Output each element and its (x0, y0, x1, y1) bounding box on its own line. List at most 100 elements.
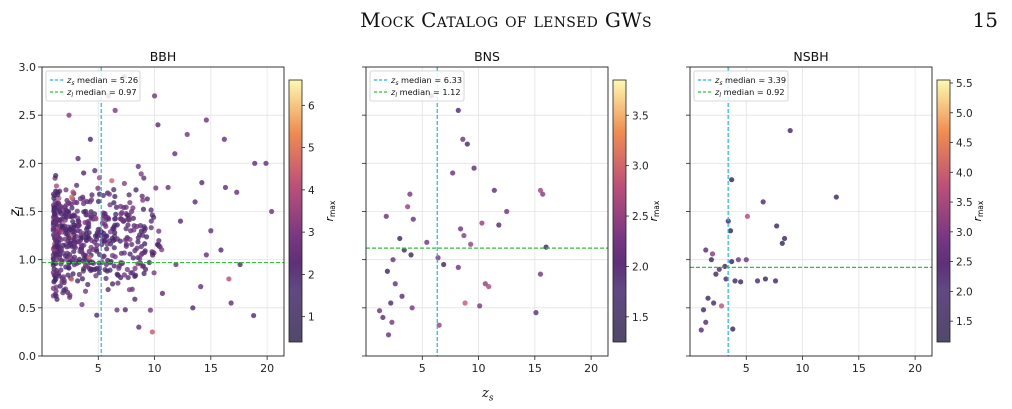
legend-box (45, 70, 141, 102)
data-point (708, 257, 714, 263)
data-point (126, 287, 133, 293)
data-point (744, 213, 751, 219)
data-point (70, 189, 76, 195)
data-point (72, 245, 78, 251)
data-point (88, 197, 95, 203)
data-point (54, 267, 60, 274)
data-point (125, 274, 131, 281)
legend-box (369, 70, 465, 102)
data-point (109, 252, 116, 259)
data-point (106, 216, 112, 222)
data-point (716, 266, 722, 272)
data-point (149, 329, 155, 335)
data-point (384, 268, 390, 274)
data-point (114, 307, 120, 313)
data-point (62, 226, 68, 232)
y-tick-label: 2.0 (19, 157, 37, 170)
data-point (727, 228, 734, 234)
data-point (81, 209, 87, 215)
data-point (63, 264, 69, 270)
data-point (143, 234, 150, 240)
data-point (121, 272, 127, 278)
points-layer (376, 93, 549, 338)
colorbar-tick-label: 5.0 (956, 108, 973, 120)
data-point (75, 278, 81, 284)
data-point (774, 223, 780, 229)
colorbar-tick-label: 3.0 (632, 161, 649, 173)
data-point (112, 229, 118, 236)
data-point (127, 251, 133, 257)
colorbar-tick-label: 1 (308, 312, 315, 324)
data-point (151, 270, 157, 276)
data-point (148, 225, 154, 231)
data-point (107, 202, 113, 208)
data-point (67, 292, 73, 298)
data-point (730, 326, 736, 332)
x-tick-label: 15 (852, 362, 866, 375)
data-point (399, 293, 405, 299)
data-point (184, 131, 190, 138)
data-point (155, 122, 161, 128)
data-point (141, 270, 147, 277)
data-point (159, 290, 166, 296)
data-point (533, 310, 539, 316)
data-point (53, 276, 59, 282)
data-point (703, 247, 709, 253)
data-point (112, 216, 119, 222)
data-point (104, 246, 110, 252)
colorbar-tick-label: 3.5 (956, 197, 973, 209)
data-point (743, 257, 749, 263)
data-point (52, 220, 58, 226)
data-point (94, 242, 100, 248)
data-point (410, 216, 416, 222)
data-point (441, 261, 447, 268)
data-point (97, 232, 104, 238)
data-point (408, 252, 414, 258)
data-point (781, 235, 788, 242)
y-tick-label: 0.0 (19, 350, 37, 363)
data-point (111, 200, 117, 206)
y-tick-label: 2.5 (19, 109, 37, 122)
data-point (123, 243, 129, 249)
data-point (75, 155, 81, 162)
data-point (111, 245, 117, 251)
data-point (100, 192, 106, 199)
data-point (138, 171, 144, 177)
data-point (491, 187, 497, 193)
data-point (55, 200, 62, 206)
colorbar-tick-label: 1.5 (956, 316, 973, 328)
colorbar-tick-label: 4.5 (956, 138, 973, 150)
data-point (738, 279, 744, 285)
data-point (76, 219, 82, 225)
data-point (112, 222, 118, 228)
data-point (762, 276, 769, 282)
data-point (479, 220, 485, 226)
data-point (461, 232, 467, 239)
data-point (135, 254, 141, 261)
data-point (105, 286, 111, 293)
points-layer (50, 74, 275, 335)
page-header: Mock Catalog of lensed GWs 15 (0, 0, 1012, 40)
data-point (125, 217, 132, 223)
data-point (54, 256, 60, 262)
data-point (251, 312, 257, 319)
data-point (401, 247, 407, 253)
data-point (94, 312, 100, 318)
data-point (165, 184, 171, 191)
data-point (121, 250, 127, 256)
data-point (70, 271, 76, 277)
data-point (722, 263, 728, 270)
colorbar-tick-label: 2.0 (956, 286, 973, 298)
data-point (83, 234, 90, 241)
data-point (729, 258, 735, 265)
data-point (711, 300, 717, 306)
data-point (732, 278, 738, 284)
data-point (74, 208, 80, 214)
data-point (537, 187, 544, 193)
data-point (118, 216, 125, 222)
data-point (833, 194, 839, 200)
data-point (51, 211, 58, 217)
colorbar-tick-label: 2.0 (632, 261, 649, 273)
data-point (86, 254, 92, 260)
